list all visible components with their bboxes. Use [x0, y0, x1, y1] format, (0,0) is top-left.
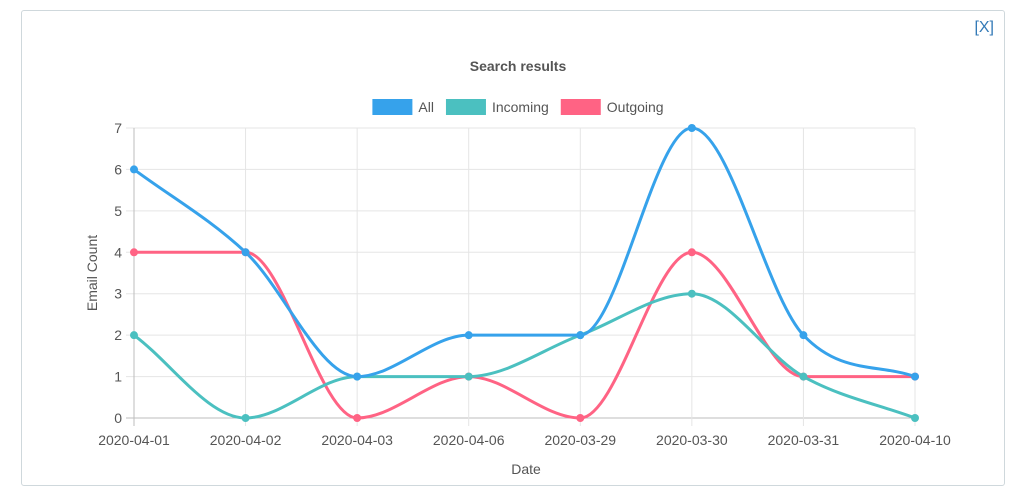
- legend-swatch-incoming: [445, 99, 486, 115]
- data-point-incoming[interactable]: [911, 414, 919, 422]
- series-line-incoming: [133, 292, 916, 420]
- legend-swatch-outgoing: [560, 99, 601, 115]
- series-line-all: [133, 126, 916, 379]
- y-tick-label: 7: [114, 120, 122, 136]
- y-tick-label: 4: [114, 244, 122, 260]
- x-tick-label: 2020-03-31: [768, 432, 840, 448]
- data-point-all[interactable]: [130, 165, 138, 174]
- legend-item-outgoing[interactable]: Outgoing: [560, 99, 664, 115]
- data-point-incoming[interactable]: [130, 331, 138, 340]
- y-axis-ticks: 0 1 2 3 4 5 6 7: [114, 120, 122, 426]
- x-tick-label: 2020-04-02: [210, 432, 282, 448]
- data-point-all[interactable]: [799, 331, 808, 340]
- x-tick-label: 2020-04-06: [433, 432, 505, 448]
- chart-series: [133, 126, 916, 420]
- data-point-all[interactable]: [353, 372, 362, 381]
- y-tick-label: 1: [114, 369, 122, 385]
- y-axis-label: Email Count: [84, 235, 100, 311]
- x-tick-label: 2020-04-10: [879, 432, 951, 448]
- data-point-all[interactable]: [576, 331, 585, 340]
- legend-label-outgoing: Outgoing: [607, 99, 664, 115]
- legend-label-all: All: [418, 99, 434, 115]
- data-point-incoming[interactable]: [464, 372, 473, 381]
- legend-item-all[interactable]: All: [372, 99, 434, 115]
- x-axis-label: Date: [511, 461, 541, 477]
- data-point-outgoing[interactable]: [353, 414, 362, 422]
- data-point-outgoing[interactable]: [687, 248, 696, 257]
- data-point-all[interactable]: [687, 124, 696, 132]
- chart-title: Search results: [470, 58, 567, 74]
- chart-legend: All Incoming Outgoing: [372, 99, 664, 115]
- x-tick-label: 2020-04-03: [321, 432, 393, 448]
- legend-label-incoming: Incoming: [492, 99, 549, 115]
- x-tick-label: 2020-03-30: [656, 432, 728, 448]
- x-tick-label: 2020-03-29: [544, 432, 616, 448]
- legend-swatch-all: [372, 99, 413, 115]
- data-point-outgoing[interactable]: [130, 248, 138, 257]
- data-point-all[interactable]: [241, 248, 250, 257]
- x-axis-ticks: 2020-04-01 2020-04-02 2020-04-03 2020-04-06…: [98, 432, 951, 448]
- y-tick-label: 5: [114, 203, 122, 219]
- data-point-outgoing[interactable]: [576, 414, 585, 422]
- data-point-incoming[interactable]: [241, 414, 250, 422]
- data-point-incoming[interactable]: [687, 289, 696, 298]
- chart-panel: [X]: [21, 10, 1005, 486]
- data-point-incoming[interactable]: [799, 372, 808, 381]
- y-tick-label: 6: [114, 161, 122, 177]
- close-button[interactable]: [X]: [974, 19, 994, 36]
- data-point-all[interactable]: [464, 331, 473, 340]
- y-tick-label: 3: [114, 286, 122, 302]
- chart-grid: [126, 127, 916, 426]
- legend-item-incoming[interactable]: Incoming: [445, 99, 549, 115]
- chart-points: [130, 124, 919, 422]
- y-tick-label: 2: [114, 327, 122, 343]
- x-tick-label: 2020-04-01: [98, 432, 170, 448]
- data-point-all[interactable]: [911, 372, 919, 381]
- y-tick-label: 0: [114, 410, 122, 426]
